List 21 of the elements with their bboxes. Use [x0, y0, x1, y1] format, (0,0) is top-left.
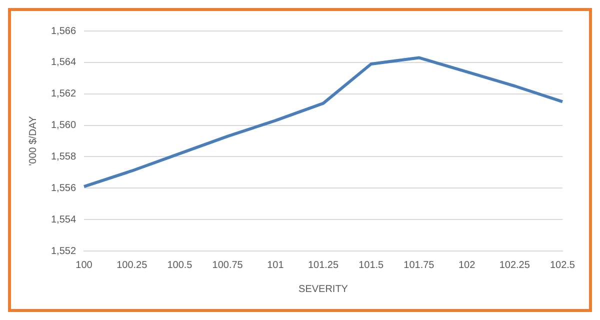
x-tick-label: 102.5 — [550, 260, 576, 271]
x-tick-label: 100.25 — [116, 260, 148, 271]
x-tick-label: 100 — [76, 260, 93, 271]
y-tick-label: 1,562 — [50, 88, 76, 100]
x-tick-label: 102 — [458, 260, 476, 271]
x-axis-title: SEVERITY — [298, 284, 348, 295]
x-tick-label: 101.75 — [404, 260, 435, 271]
x-tick-label: 102.25 — [499, 260, 530, 271]
x-tick-label: 101.25 — [308, 260, 339, 271]
y-tick-label: 1,566 — [50, 26, 76, 37]
y-tick-label: 1,558 — [50, 151, 76, 162]
x-tick-label: 101.5 — [358, 260, 384, 271]
x-tick-label: 100.75 — [212, 260, 244, 271]
x-tick-label: 101 — [267, 260, 284, 271]
y-tick-label: 1,554 — [50, 214, 76, 226]
y-tick-label: 1,552 — [50, 246, 76, 257]
y-tick-label: 1,560 — [50, 120, 76, 132]
x-tick-label: 100.5 — [167, 260, 193, 271]
y-axis-title: '000 $/DAY — [28, 116, 39, 166]
y-tick-label: 1,556 — [50, 182, 76, 194]
y-tick-label: 1,564 — [50, 57, 76, 68]
